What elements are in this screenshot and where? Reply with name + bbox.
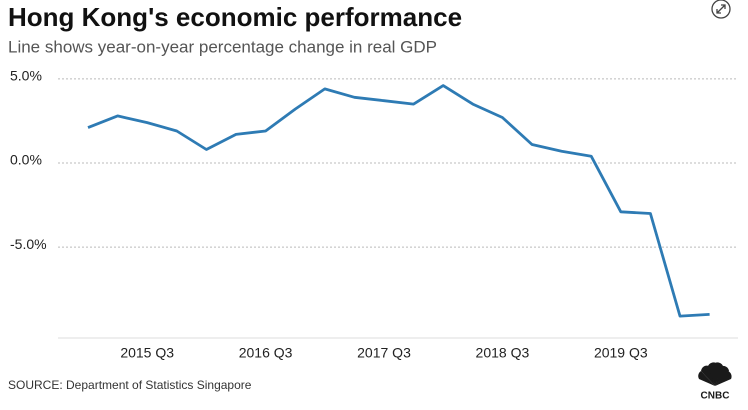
- cnbc-logo: CNBC: [698, 362, 732, 402]
- expand-icon[interactable]: [711, 0, 731, 19]
- y-tick-label: 5.0%: [10, 68, 42, 84]
- x-tick-label: 2015 Q3: [120, 345, 174, 361]
- data-line: [87, 84, 710, 318]
- x-tick-label: 2018 Q3: [476, 345, 530, 361]
- y-tick-label: 0.0%: [10, 152, 42, 168]
- chart-title: Hong Kong's economic performance: [8, 2, 462, 32]
- x-tick-label: 2019 Q3: [594, 345, 648, 361]
- y-tick-label: -5.0%: [10, 236, 47, 252]
- x-tick-label: 2016 Q3: [239, 345, 293, 361]
- chart-subtitle: Line shows year-on-year percentage chang…: [8, 37, 437, 56]
- logo-text: CNBC: [701, 391, 730, 402]
- source: SOURCE: Department of Statistics Singapo…: [8, 378, 252, 392]
- x-tick-label: 2017 Q3: [357, 345, 411, 361]
